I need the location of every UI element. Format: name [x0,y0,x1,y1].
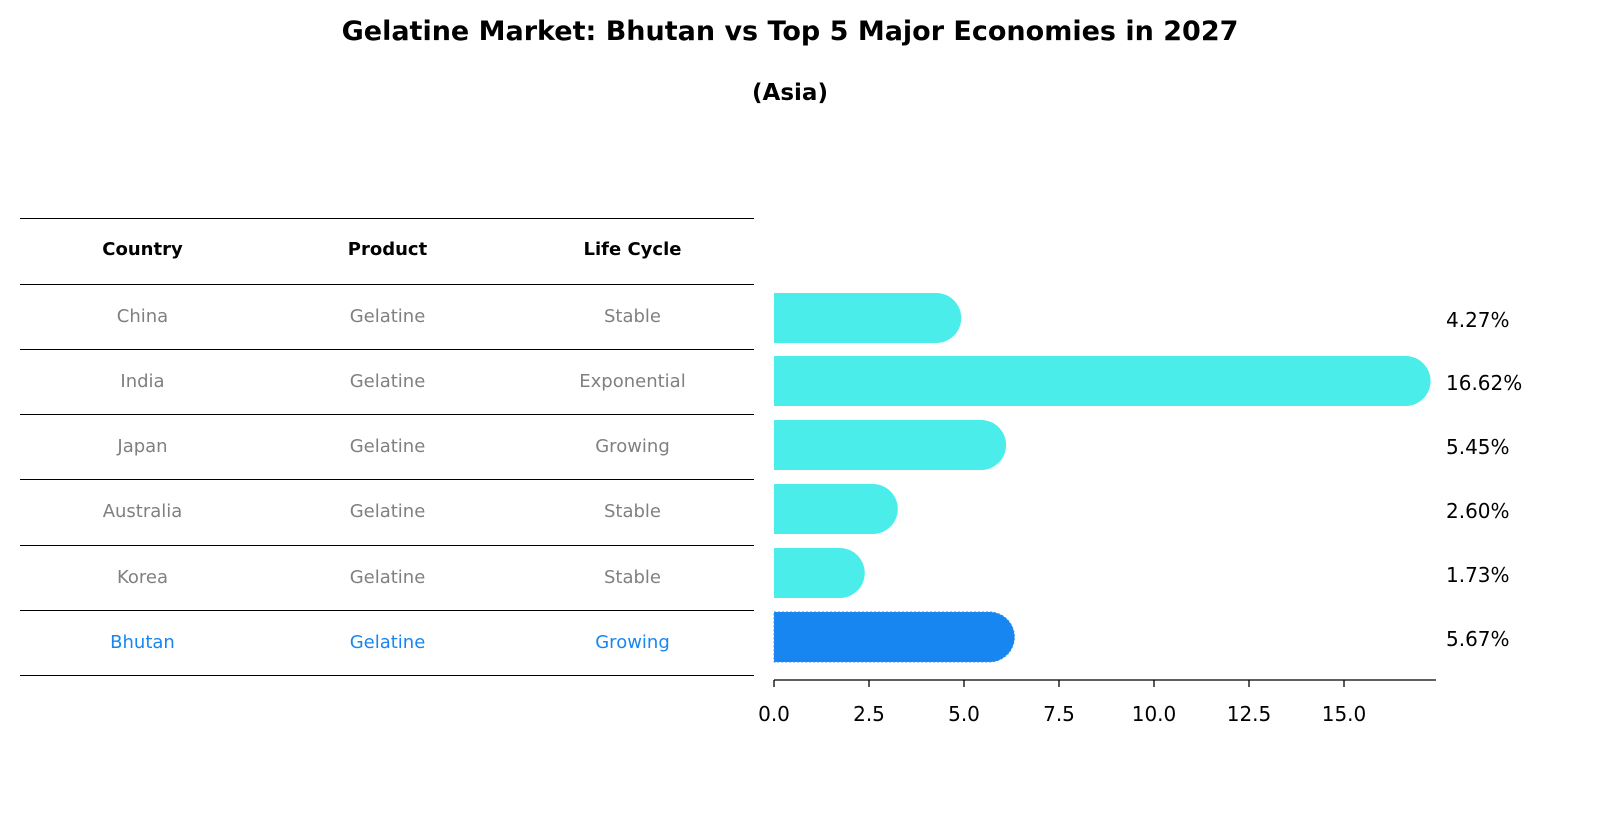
table-rule [20,545,754,546]
table-cell: Korea [116,566,169,588]
table-cell: Growing [595,631,670,653]
table-cell: China [116,305,169,327]
bar-china [774,293,962,343]
table-cell: Stable [603,305,661,327]
table-header: Product [347,239,428,260]
value-label: 1.73% [1446,563,1510,587]
table-cell: Gelatine [349,501,426,522]
table-cell: Australia [102,501,183,522]
bar-india [774,356,1431,406]
bar-korea [774,548,865,598]
x-tick-label: 5.0 [948,702,980,726]
table-rule [20,218,754,219]
x-tick-label: 2.5 [853,702,885,726]
table-cell: Gelatine [349,435,426,457]
bar-japan [774,420,1007,470]
table-cell: Stable [603,566,661,588]
x-tick-label: 0.0 [758,702,790,726]
x-tick-label: 15.0 [1322,702,1367,726]
value-label: 2.60% [1446,499,1510,523]
table-rule [20,610,754,611]
table-header: Life Cycle [583,239,682,260]
table-cell: Gelatine [349,566,426,588]
value-label: 5.45% [1446,435,1510,459]
table-cell: Gelatine [349,305,426,327]
chart-subtitle: (Asia) [752,80,828,106]
bar-bhutan [773,611,1015,663]
table-cell: Growing [595,435,670,457]
x-tick-label: 12.5 [1227,702,1272,726]
table-cell: Bhutan [110,631,175,653]
table-cell: Gelatine [349,631,426,653]
value-label: 4.27% [1446,308,1510,332]
chart-title: Gelatine Market: Bhutan vs Top 5 Major E… [341,16,1239,47]
table-header: Country [102,239,183,260]
table-cell: India [120,370,165,392]
bar-australia [774,484,898,534]
value-label: 16.62% [1446,371,1522,395]
x-tick-label: 10.0 [1132,702,1177,726]
table-rule [20,284,754,285]
table-cell: Stable [603,501,661,522]
table-cell: Exponential [579,370,686,392]
table-rule [20,479,754,480]
x-tick-label: 7.5 [1043,702,1075,726]
table-rule [20,675,754,676]
table-rule [20,349,754,350]
table-cell: Gelatine [349,370,426,392]
table-cell: Japan [117,435,168,457]
value-label: 5.67% [1446,627,1510,651]
table-rule [20,414,754,415]
